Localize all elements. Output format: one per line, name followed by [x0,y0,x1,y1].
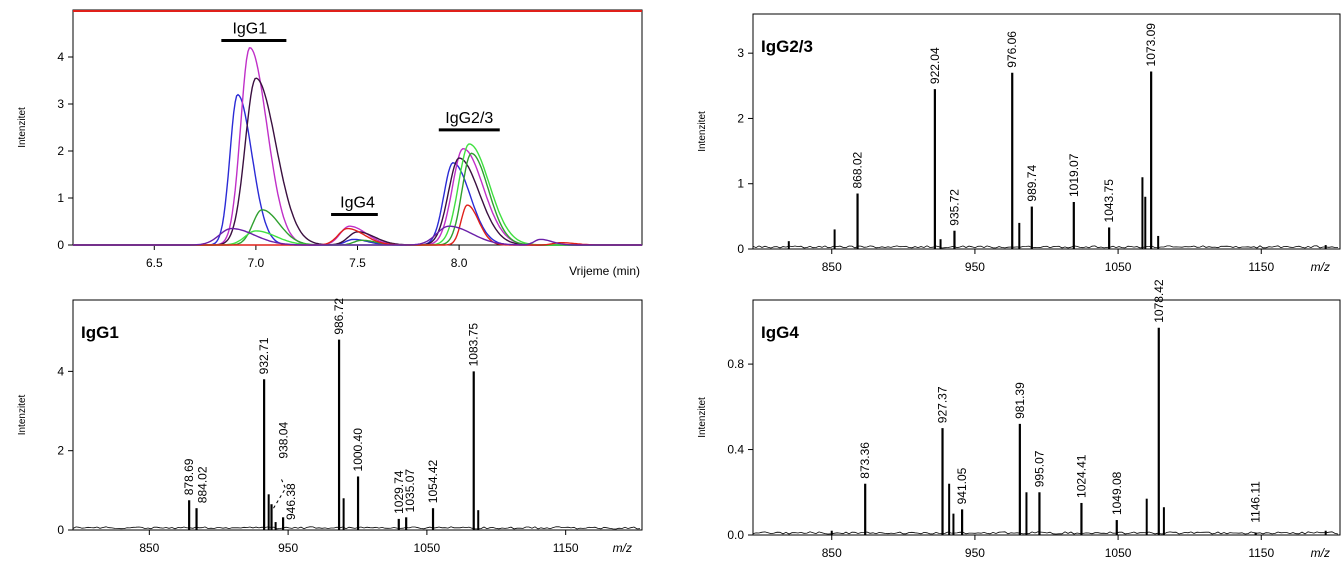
peak-label: 986.72 [332,298,346,335]
plot-frame [752,13,1341,250]
x-axis-label: Vrijeme (min) [569,264,640,278]
x-tick-label: 1150 [553,541,579,555]
peak-label: 1054.42 [426,459,440,503]
x-tick-label: 950 [965,260,985,274]
peak-label: 1035.07 [403,469,417,513]
peak-label: 935.72 [947,189,961,226]
y-tick-label: 4 [57,50,64,64]
peak-connector [273,478,287,509]
y-tick-label: 0 [737,242,744,256]
group-label: IgG4 [340,194,375,211]
y-tick-label: 0.8 [727,357,744,371]
peak-label: 1043.75 [1102,179,1116,223]
group-label: IgG2/3 [445,110,493,127]
peak-label: 884.02 [196,466,210,503]
x-tick-label: 850 [822,546,842,560]
x-tick-label: 7.0 [248,256,265,270]
peak-label: 932.71 [257,337,271,374]
y-axis-label: Intenzitet [697,111,708,152]
x-tick-label: 950 [965,546,985,560]
peak-label: 938.04 [277,422,291,459]
panel-igg4: 0.0 0.4 0.8 850 950 1050 1150 Intenzitet m/z IgG4… [697,279,1341,560]
panel-igg1: 0 2 4 850 950 1050 1150 Intenzitet m/z IgG1 878.69… [17,298,643,555]
peak-label: 1083.75 [467,323,481,367]
x-tick-label: 1150 [1248,546,1274,560]
peak-label: 1049.08 [1110,471,1124,515]
y-tick-label: 1 [737,177,744,191]
x-tick-label: 6.5 [146,256,163,270]
spectrum-baseline [752,245,1338,249]
x-tick-label: 850 [822,260,842,274]
x-tick-label: 1050 [1105,260,1132,274]
x-tick-label: 950 [278,541,298,555]
y-tick-label: 2 [737,111,744,125]
peak-label: 976.06 [1005,31,1019,68]
group-label: IgG1 [232,21,267,38]
y-tick-label: 0 [57,523,64,537]
peak-label: 1073.09 [1144,23,1158,67]
peak-label: 1024.41 [1074,454,1088,498]
panel-chromatogram: 0 1 2 3 4 6.5 7.0 7.5 8.0 Intenzitet Vrijeme (min)… [17,9,643,278]
y-tick-label: 3 [737,46,744,60]
y-tick-label: 2 [57,444,64,458]
peak-label: 1146.11 [1249,481,1263,523]
x-axis-label: m/z [1311,546,1330,560]
peak-label: 927.37 [936,386,950,423]
peak-label: 981.39 [1013,382,1027,419]
y-tick-label: 1 [57,191,64,205]
peak-label: 995.07 [1032,450,1046,487]
y-tick-label: 0.4 [727,443,744,457]
spectrum-title: IgG4 [761,323,799,342]
x-axis-label: m/z [1311,260,1330,274]
y-tick-label: 0.0 [727,528,744,542]
peak-label: 873.36 [858,442,872,479]
x-tick-label: 850 [139,541,159,555]
x-tick-label: 7.5 [349,256,366,270]
peak-label: 941.05 [955,467,969,504]
peak-label: 868.02 [851,151,865,188]
peak-label: 878.69 [182,458,196,495]
spectrum-title: IgG2/3 [761,37,813,56]
panel-igg2-3: 0 1 2 3 850 950 1050 1150 Intenzitet m/z IgG2/3 868… [697,13,1341,274]
y-tick-label: 3 [57,97,64,111]
x-tick-label: 1050 [1105,546,1132,560]
peak-label: 1078.42 [1152,279,1166,323]
peak-label: 922.04 [928,47,942,84]
plot-frame [752,299,1341,536]
x-axis-label: m/z [613,541,632,555]
chromatogram-trace-6 [73,225,642,246]
y-axis-label: Intenzitet [17,107,28,148]
peak-label: 946.38 [284,483,298,520]
spectrum-baseline [752,531,1339,535]
spectrum-title: IgG1 [81,323,119,342]
x-tick-label: 8.0 [451,256,468,270]
x-tick-label: 1150 [1248,260,1274,274]
peak-label: 1019.07 [1067,153,1081,197]
x-tick-label: 1050 [414,541,441,555]
y-tick-label: 0 [57,238,64,252]
chromatogram-trace-0 [73,93,642,246]
spectrum-baseline [72,526,641,530]
peak-label: 1029.74 [392,470,406,514]
chromatogram-trace-2 [73,77,642,246]
peak-label: 989.74 [1025,165,1039,202]
peak-label: 1000.40 [351,428,365,472]
y-axis-label: Intenzitet [17,394,28,435]
y-axis-label: Intenzitet [697,397,708,438]
y-tick-label: 4 [57,364,64,378]
y-tick-label: 2 [57,144,64,158]
